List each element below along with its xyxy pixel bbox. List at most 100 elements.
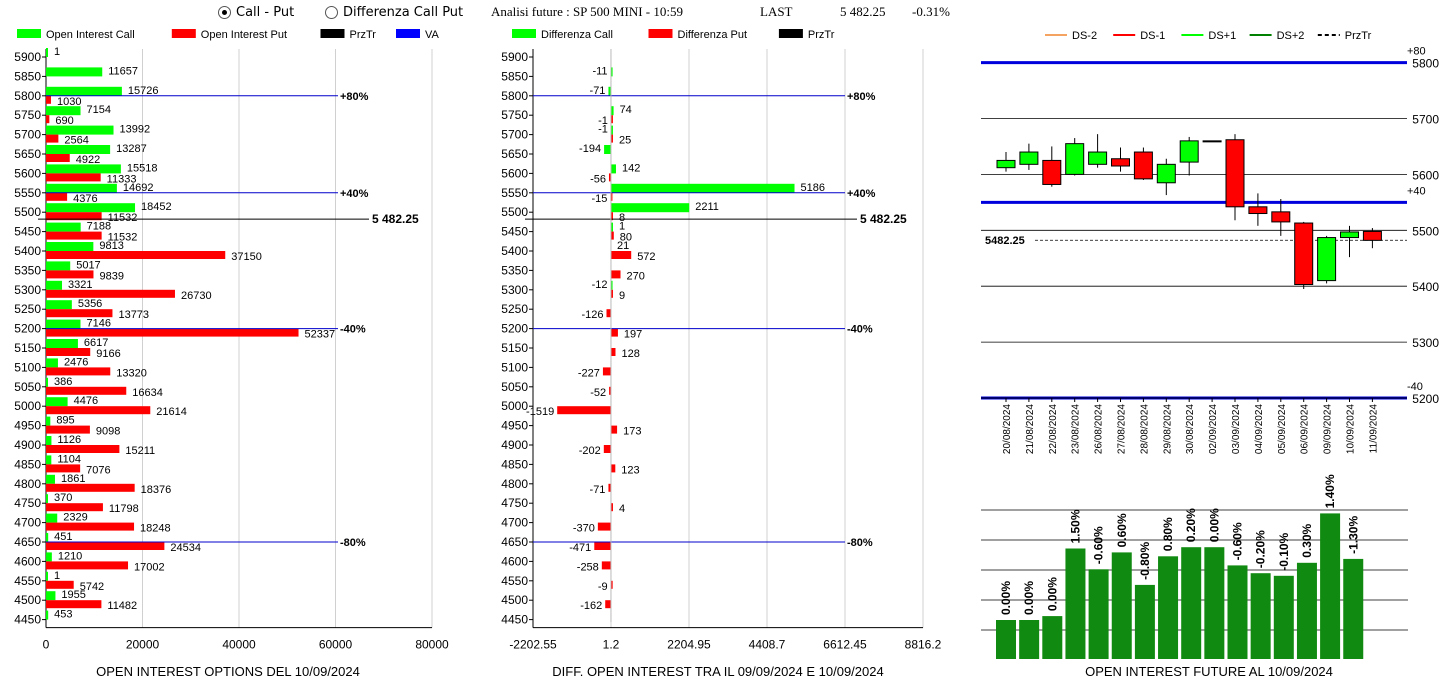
call-bar <box>46 610 49 620</box>
radio-call-put-dot[interactable] <box>218 6 231 19</box>
legend-swatch <box>171 29 196 38</box>
call-bar <box>46 494 48 504</box>
x-tick-label: 28/08/2024 <box>1139 404 1150 454</box>
put-value-label: -1 <box>598 115 608 127</box>
top-toolbar: Call - Put Differenza Call Put Analisi f… <box>0 0 1442 26</box>
put-bar <box>46 309 113 318</box>
call-value-label: 2476 <box>64 356 88 368</box>
put-bar <box>46 134 59 143</box>
put-value-label: 1030 <box>57 96 81 108</box>
put-bar <box>610 115 613 124</box>
call-bar <box>46 513 58 523</box>
level-label: +80% <box>340 91 369 103</box>
put-bar <box>46 231 102 240</box>
last-value: 5 482.25 <box>840 4 886 19</box>
call-value-label: -71 <box>590 85 606 97</box>
put-value-label: 11532 <box>108 212 138 224</box>
candle-body <box>996 159 1016 169</box>
x-tick-label: -2202.55 <box>509 638 557 652</box>
put-bar <box>46 212 102 221</box>
future-candlestick-chart: DS-2 DS-1 DS+1 DS+2 PrzTr 5200 5300 5400 5500 560… <box>981 30 1439 454</box>
call-value-label: 1 <box>619 221 625 233</box>
candle-body <box>1019 151 1039 165</box>
x-tick-label: 40000 <box>222 638 256 652</box>
call-bar <box>610 164 616 174</box>
x-tick-label: 20000 <box>126 638 160 652</box>
y-tick-label: 5400 <box>501 244 528 258</box>
put-value-label: 4376 <box>73 193 97 205</box>
put-bar <box>610 464 616 473</box>
call-bar <box>46 571 48 581</box>
put-bar <box>46 600 102 609</box>
oi-bar <box>1181 547 1202 659</box>
y-tick-label: 4750 <box>14 496 41 510</box>
y-tick-label: 4550 <box>501 574 528 588</box>
oi-bar <box>1296 562 1317 659</box>
y-tick-label: 5300 <box>1412 336 1439 350</box>
call-value-label: 1 <box>54 46 60 58</box>
y-tick-label: 5800 <box>14 89 41 103</box>
put-bar <box>46 251 226 259</box>
put-bar <box>602 367 611 376</box>
radio-diff-dot[interactable] <box>325 6 338 19</box>
put-value-label: 4 <box>619 503 625 515</box>
put-value-label: -162 <box>580 600 602 612</box>
put-value-label: 11482 <box>107 600 137 612</box>
band-label: -40 <box>1407 381 1423 393</box>
put-bar <box>46 289 175 298</box>
call-bar <box>46 474 55 484</box>
y-tick-label: 4700 <box>501 516 528 530</box>
call-value-label: 13287 <box>116 143 147 155</box>
put-value-label: 7076 <box>86 464 110 476</box>
y-tick-label: 5750 <box>14 108 41 122</box>
y-tick-label: 5450 <box>501 225 528 239</box>
y-tick-label: 5300 <box>14 283 41 297</box>
call-bar <box>610 125 613 135</box>
call-bar <box>46 86 122 96</box>
y-tick-label: 5250 <box>501 302 528 316</box>
call-value-label: 142 <box>622 162 640 174</box>
put-value-label: 11333 <box>107 173 137 185</box>
y-tick-label: 5300 <box>501 283 528 297</box>
band-label: +80 <box>1407 46 1426 58</box>
call-bar <box>46 203 136 213</box>
call-bar <box>610 183 795 193</box>
put-bar <box>605 600 611 609</box>
call-bar <box>46 183 117 193</box>
call-value-label: 7154 <box>87 104 111 116</box>
call-bar <box>46 591 56 601</box>
put-bar <box>46 464 81 473</box>
y-tick-label: 4500 <box>501 593 528 607</box>
y-tick-label: 5400 <box>14 244 41 258</box>
x-tick-label: 05/09/2024 <box>1277 404 1288 454</box>
put-bar <box>46 173 101 182</box>
put-bar <box>610 503 613 512</box>
put-value-label: 123 <box>621 464 639 476</box>
put-bar <box>610 289 613 298</box>
radio-call-put[interactable]: Call - Put <box>218 5 294 20</box>
y-tick-label: 4650 <box>501 535 528 549</box>
call-value-label: 2211 <box>695 201 719 213</box>
call-value-label: 4476 <box>74 395 98 407</box>
put-value-label: 2564 <box>64 135 88 147</box>
price-label: 5 482.25 <box>372 212 419 226</box>
y-tick-label: 5850 <box>501 69 528 83</box>
call-bar <box>46 533 49 542</box>
open-interest-options-chart: Open Interest Call Open Interest Put PrzTr… <box>14 29 449 679</box>
oi-bar <box>1134 584 1155 659</box>
call-value-label: 21 <box>617 240 629 252</box>
radio-diff[interactable]: Differenza Call Put <box>325 5 463 20</box>
x-tick-label: 30/08/2024 <box>1185 404 1196 454</box>
candle-body <box>1088 151 1108 165</box>
call-value-label: 14692 <box>123 182 154 194</box>
y-tick-label: 5900 <box>14 50 41 64</box>
put-value-label: -126 <box>581 309 603 321</box>
put-bar <box>46 348 91 356</box>
y-tick-label: 5800 <box>501 89 528 103</box>
price-label: 5 482.25 <box>860 212 907 226</box>
put-value-label: 18376 <box>141 484 172 496</box>
page-title: Analisi future : SP 500 MINI - 10:59 <box>491 4 683 19</box>
put-bar <box>46 445 120 453</box>
x-tick-label: 29/08/2024 <box>1162 404 1173 454</box>
oi-bar <box>1343 558 1364 659</box>
